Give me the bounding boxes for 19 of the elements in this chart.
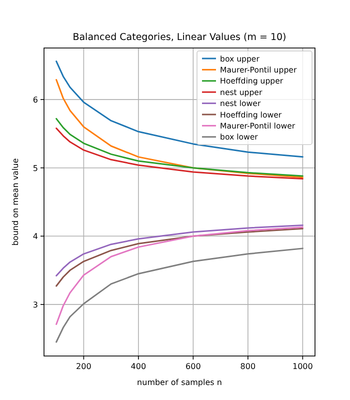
line-series — [56, 224, 304, 277]
line-series — [56, 248, 304, 343]
line-series — [56, 228, 304, 287]
line-series — [56, 118, 304, 177]
y-tick-label: 3 — [32, 300, 38, 310]
x-tick-label: 400 — [130, 362, 146, 371]
y-axis-title: bound on mean value — [11, 158, 20, 246]
x-tick-label: 800 — [240, 362, 256, 371]
line-series — [56, 127, 304, 180]
x-tick-label: 600 — [186, 362, 201, 371]
x-tick-label: 1000 — [292, 362, 313, 371]
line-series — [56, 79, 304, 178]
x-axis-title: number of samples n — [137, 378, 222, 387]
y-tick-label: 5 — [32, 164, 38, 173]
y-tick-label: 4 — [32, 232, 38, 242]
x-tick-label: 200 — [76, 362, 92, 371]
line-series — [56, 226, 304, 325]
chart-title: Balanced Categories, Linear Values (m = 10) — [72, 32, 286, 43]
y-tick-label: 6 — [32, 96, 38, 105]
